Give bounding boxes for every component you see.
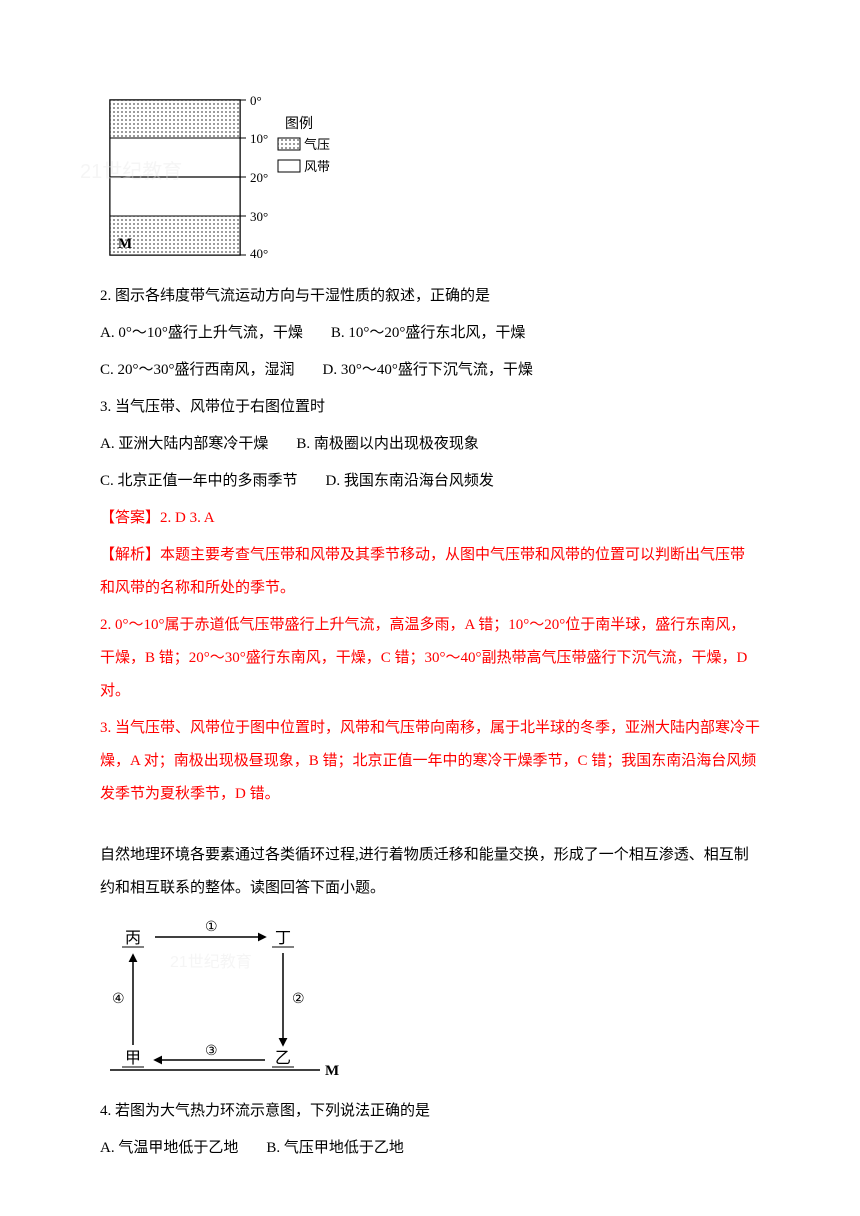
lat-40: 40° xyxy=(250,246,268,261)
circulation-diagram: 21世纪教育 丙 丁 甲 乙 ① ② ③ ④ M xyxy=(100,915,350,1085)
q3-stem: 3. 当气压带、风带位于右图位置时 xyxy=(100,391,760,424)
q3-opt-a: A. 亚洲大陆内部寒冷干燥 xyxy=(100,436,268,452)
analysis-intro-text: 本题主要考查气压带和风带及其季节移动，从图中气压带和风带的位置可以判断出气压带和… xyxy=(100,547,745,596)
lat-30: 30° xyxy=(250,209,268,224)
arrow-2-label: ② xyxy=(292,992,305,1007)
q3-opt-c: C. 北京正值一年中的多雨季节 xyxy=(100,473,298,489)
lat-10: 10° xyxy=(250,131,268,146)
q4-options-row1: A. 气温甲地低于乙地 B. 气压甲地低于乙地 xyxy=(100,1132,760,1165)
q3-options-row2: C. 北京正值一年中的多雨季节 D. 我国东南沿海台风频发 xyxy=(100,465,760,498)
q2-opt-d: D. 30°～40°盛行下沉气流，干燥 xyxy=(323,362,533,378)
answer-text: 2. D 3. A xyxy=(160,510,215,526)
lat-20: 20° xyxy=(250,170,268,185)
q4-opt-b: B. 气压甲地低于乙地 xyxy=(266,1140,404,1156)
label-m2: M xyxy=(325,1063,339,1079)
node-bing: 丙 xyxy=(125,930,141,947)
q2-options-row1: A. 0°～10°盛行上升气流，干燥 B. 10°～20°盛行东北风，干燥 xyxy=(100,317,760,350)
answer-line: 【答案】2. D 3. A xyxy=(100,502,760,535)
pressure-belt-diagram: 21世纪教育 0° 10° 20° 30° 40° M 图例 xyxy=(100,90,330,270)
q2-opt-b: B. 10°～20°盛行东北风，干燥 xyxy=(331,325,526,341)
q3-options-row1: A. 亚洲大陆内部寒冷干燥 B. 南极圈以内出现极夜现象 xyxy=(100,428,760,461)
legend-wind: 风带 xyxy=(304,159,330,174)
q2-options-row2: C. 20°～30°盛行西南风，湿润 D. 30°～40°盛行下沉气流，干燥 xyxy=(100,354,760,387)
node-yi: 乙 xyxy=(275,1050,291,1067)
q3-opt-b: B. 南极圈以内出现极夜现象 xyxy=(296,436,479,452)
arrow-3-label: ③ xyxy=(205,1044,218,1059)
analysis-intro: 【解析】本题主要考查气压带和风带及其季节移动，从图中气压带和风带的位置可以判断出… xyxy=(100,539,760,605)
arrow-1-label: ① xyxy=(205,920,218,935)
analysis-p2: 2. 0°～10°属于赤道低气压带盛行上升气流，高温多雨，A 错；10°～20°… xyxy=(100,609,760,708)
intro2: 自然地理环境各要素通过各类循环过程,进行着物质迁移和能量交换，形成了一个相互渗透… xyxy=(100,839,760,905)
arrow-4-label: ④ xyxy=(112,992,125,1007)
q2-opt-c: C. 20°～30°盛行西南风，湿润 xyxy=(100,362,295,378)
analysis-p3: 3. 当气压带、风带位于图中位置时，风带和气压带向南移，属于北半球的冬季，亚洲大… xyxy=(100,712,760,811)
q2-stem: 2. 图示各纬度带气流运动方向与干湿性质的叙述，正确的是 xyxy=(100,280,760,313)
q4-stem: 4. 若图为大气热力环流示意图，下列说法正确的是 xyxy=(100,1095,760,1128)
legend-title: 图例 xyxy=(285,116,313,132)
answer-label: 【答案】 xyxy=(100,510,160,526)
node-jia: 甲 xyxy=(125,1050,141,1067)
label-m: M xyxy=(118,236,132,252)
legend-pressure: 气压带 xyxy=(304,137,330,152)
node-ding: 丁 xyxy=(275,930,291,947)
q3-opt-d: D. 我国东南沿海台风频发 xyxy=(326,473,494,489)
q4-opt-a: A. 气温甲地低于乙地 xyxy=(100,1140,238,1156)
lat-0: 0° xyxy=(250,93,262,108)
q2-opt-a: A. 0°～10°盛行上升气流，干燥 xyxy=(100,325,303,341)
analysis-label: 【解析】 xyxy=(100,547,160,563)
